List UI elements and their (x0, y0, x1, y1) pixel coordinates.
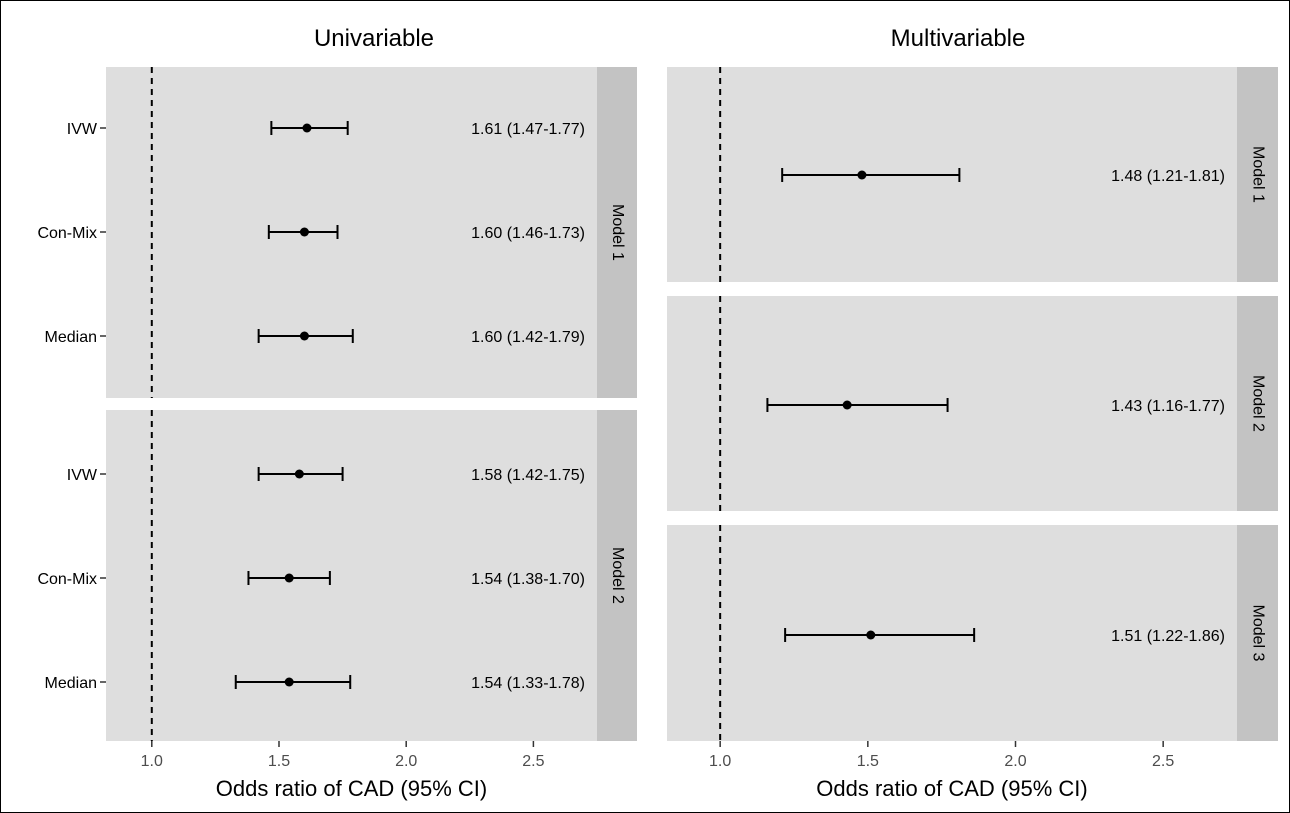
point-estimate (842, 400, 852, 410)
point-estimate (294, 469, 304, 479)
x-tick-label: 1.5 (857, 753, 879, 770)
facet-panel (106, 410, 597, 741)
x-tick-label: 1.0 (141, 753, 163, 770)
facet-panel (667, 525, 1237, 741)
facet-strip-label: Model 2 (609, 547, 626, 604)
facet-strip-label: Model 2 (1249, 375, 1266, 432)
y-tick-label: Median (45, 329, 97, 346)
estimate-label: 1.60 (1.46-1.73) (471, 225, 585, 242)
facet-strip (1237, 525, 1278, 741)
x-axis-title: Odds ratio of CAD (95% CI) (216, 776, 487, 801)
estimate-label: 1.60 (1.42-1.79) (471, 329, 585, 346)
y-tick-label: Con-Mix (37, 225, 97, 242)
x-tick-label: 2.5 (1152, 753, 1174, 770)
facet-panel (106, 67, 597, 398)
point-estimate (284, 677, 294, 687)
point-estimate (284, 573, 294, 583)
x-tick-label: 2.0 (395, 753, 417, 770)
point-estimate (299, 331, 309, 341)
facet-panel (667, 296, 1237, 511)
estimate-label: 1.58 (1.42-1.75) (471, 467, 585, 484)
y-tick-label: Con-Mix (37, 571, 97, 588)
facet-strip (1237, 67, 1278, 282)
facet-strip-label: Model 1 (609, 204, 626, 261)
y-tick-label: Median (45, 675, 97, 692)
y-tick-label: IVW (67, 121, 98, 138)
x-tick-label: 1.0 (709, 753, 731, 770)
facet-strip (1237, 296, 1278, 511)
panel-title: Multivariable (891, 25, 1026, 52)
facet-strip (597, 410, 637, 741)
estimate-label: 1.54 (1.33-1.78) (471, 675, 585, 692)
point-estimate (857, 170, 867, 180)
estimate-label: 1.43 (1.16-1.77) (1111, 398, 1225, 415)
y-tick-label: IVW (67, 467, 98, 484)
estimate-label: 1.54 (1.38-1.70) (471, 571, 585, 588)
estimate-label: 1.48 (1.21-1.81) (1111, 168, 1225, 185)
point-estimate (866, 630, 876, 640)
facet-strip-label: Model 3 (1249, 605, 1266, 662)
estimate-label: 1.51 (1.22-1.86) (1111, 628, 1225, 645)
point-estimate (302, 123, 312, 133)
panel-title: Univariable (314, 25, 434, 52)
facet-strip-label: Model 1 (1249, 146, 1266, 203)
facet-strip (597, 67, 637, 398)
point-estimate (299, 227, 309, 237)
estimate-label: 1.61 (1.47-1.77) (471, 121, 585, 138)
x-tick-label: 2.0 (1004, 753, 1026, 770)
x-tick-label: 2.5 (522, 753, 544, 770)
x-axis-title: Odds ratio of CAD (95% CI) (816, 776, 1087, 801)
x-tick-label: 1.5 (268, 753, 290, 770)
